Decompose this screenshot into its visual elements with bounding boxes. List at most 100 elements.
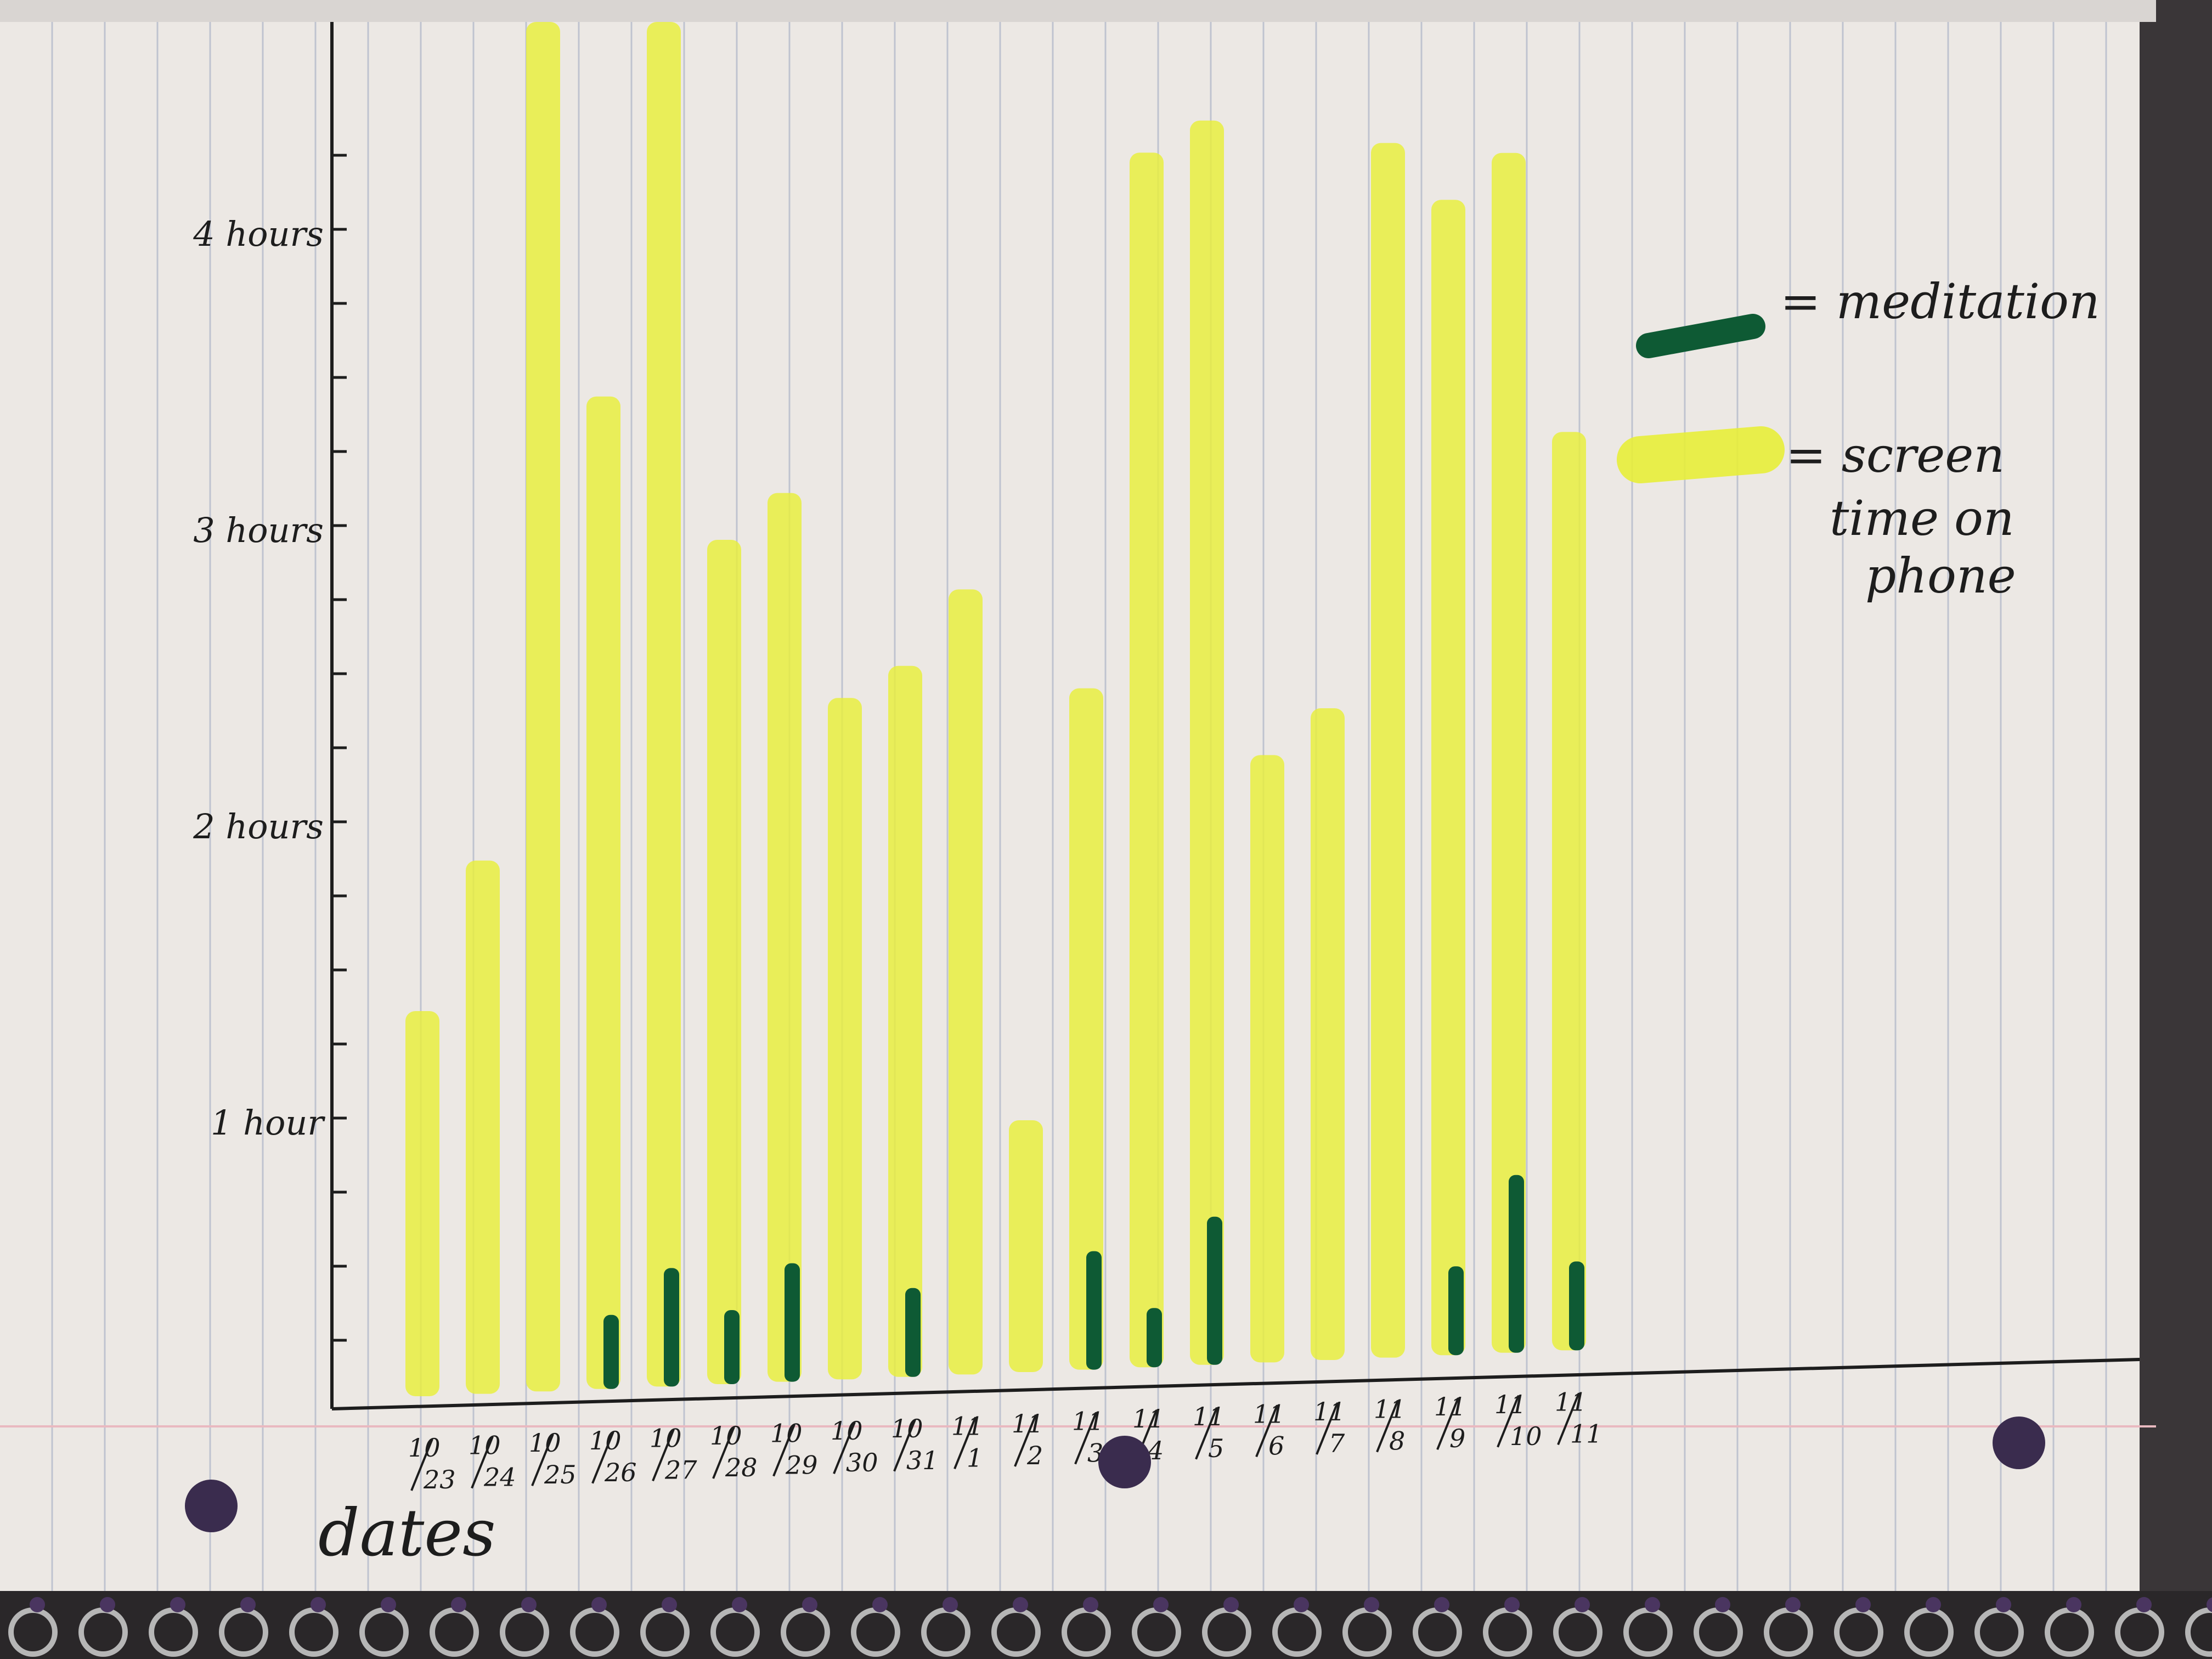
- spiral-hole: [591, 1597, 607, 1612]
- x-axis: [331, 1358, 2140, 1410]
- spiral-hole: [1504, 1597, 1520, 1612]
- screen-time-bar: [707, 540, 741, 1384]
- y-tick-label: 3 hours: [193, 510, 324, 550]
- meditation-bar: [905, 1288, 921, 1377]
- x-tick-label-slash: [1255, 1404, 1278, 1458]
- x-axis-label: dates: [318, 1495, 496, 1571]
- x-tick-label-day: 10: [1510, 1421, 1542, 1451]
- spiral-hole: [1364, 1597, 1379, 1612]
- y-tick-label: 1 hour: [211, 1103, 325, 1143]
- meditation-bar: [1207, 1216, 1222, 1365]
- x-tick-label-day: 27: [664, 1455, 697, 1485]
- legend: = meditation = screen time on phone: [1617, 273, 2100, 604]
- x-tick-label: 116: [1253, 1399, 1285, 1460]
- screen-time-bar: [1371, 143, 1405, 1358]
- screen-time-bar: [466, 860, 500, 1394]
- legend-label-screen-time-line1: = screen: [1786, 427, 2005, 483]
- spiral-hole: [1855, 1597, 1871, 1612]
- screen-time-bar: [1431, 200, 1465, 1356]
- legend-label-screen-time-line3: phone: [1865, 548, 2016, 604]
- x-tick-label-day: 6: [1268, 1431, 1284, 1460]
- spiral-hole: [802, 1597, 817, 1612]
- spiral-hole: [1645, 1597, 1660, 1612]
- spiral-hole: [1575, 1597, 1590, 1612]
- x-tick-label-slash: [1557, 1392, 1580, 1446]
- x-tick-label-slash: [652, 1429, 675, 1482]
- x-tick-label-day: 29: [785, 1451, 818, 1480]
- x-tick-label-day: 25: [544, 1460, 577, 1489]
- x-tick-label-day: 28: [725, 1453, 758, 1482]
- x-tick-label-day: 24: [483, 1463, 516, 1492]
- x-tick-labels: 1023102410251026102710281029103010311111…: [408, 1387, 1602, 1494]
- x-tick-label-slash: [531, 1434, 554, 1486]
- x-tick-label-slash: [1436, 1397, 1459, 1450]
- meditation-bar: [1147, 1308, 1162, 1368]
- x-tick-label: 111: [951, 1411, 984, 1472]
- meditation-bar: [785, 1263, 800, 1382]
- x-tick-label-slash: [1497, 1395, 1520, 1448]
- meditation-bars: [603, 1175, 1584, 1389]
- x-tick-label-day: 26: [604, 1458, 637, 1487]
- spiral-hole: [1926, 1597, 1941, 1612]
- x-tick-label-day: 11: [1570, 1419, 1602, 1448]
- legend-label-meditation: = meditation: [1780, 273, 2100, 330]
- screen-time-bar: [1069, 688, 1103, 1370]
- x-tick-label-day: 2: [1026, 1441, 1043, 1470]
- x-tick-label-slash: [1376, 1400, 1399, 1453]
- spiral-hole: [1996, 1597, 2011, 1612]
- meditation-bar: [1086, 1251, 1102, 1370]
- spiral-hole: [381, 1597, 396, 1612]
- page-top-edge: [0, 0, 2156, 22]
- screen-time-bars: [405, 22, 1586, 1396]
- spiral-hole: [943, 1597, 958, 1612]
- spiral-hole: [170, 1597, 185, 1612]
- x-tick-label-slash: [1074, 1412, 1097, 1465]
- spiral-hole: [1153, 1597, 1169, 1612]
- x-tick-label-slash: [772, 1424, 795, 1477]
- x-tick-label-day: 30: [846, 1448, 878, 1477]
- spiral-hole: [1083, 1597, 1098, 1612]
- x-tick-label-slash: [1014, 1414, 1037, 1467]
- x-tick-label-slash: [1195, 1407, 1218, 1460]
- spiral-hole: [2207, 1597, 2212, 1612]
- x-tick-label-slash: [953, 1417, 977, 1470]
- spiral-binding: [8, 1597, 2212, 1657]
- x-tick-label-day: 31: [906, 1446, 939, 1475]
- x-tick-label: 119: [1434, 1392, 1466, 1453]
- spiral-hole: [732, 1597, 747, 1612]
- meditation-bar: [664, 1268, 679, 1387]
- screen-time-bar: [888, 665, 922, 1377]
- x-tick-label-day: 8: [1389, 1426, 1405, 1456]
- meditation-bar: [1509, 1175, 1524, 1353]
- meditation-bar: [1569, 1261, 1584, 1351]
- x-tick-label-slash: [712, 1426, 735, 1479]
- screen-time-bar: [1492, 153, 1526, 1353]
- spiral-hole: [2066, 1597, 2081, 1612]
- page-shadow-right: [2140, 0, 2212, 1659]
- screen-time-bar: [1552, 432, 1586, 1351]
- screen-time-bar: [526, 22, 560, 1392]
- screen-time-bar: [828, 698, 862, 1380]
- spiral-hole: [872, 1597, 888, 1612]
- x-tick-label-day: 9: [1449, 1424, 1465, 1453]
- screen-time-bar: [405, 1011, 439, 1396]
- spiral-hole: [311, 1597, 326, 1612]
- screen-time-bar: [1009, 1120, 1043, 1372]
- binder-hole: [185, 1480, 238, 1532]
- x-tick-label-slash: [591, 1431, 614, 1484]
- screen-time-bar: [1311, 708, 1345, 1360]
- meditation-bar: [603, 1314, 619, 1389]
- x-tick-label-slash: [410, 1438, 433, 1491]
- spiral-hole: [662, 1597, 677, 1612]
- spiral-hole: [1785, 1597, 1801, 1612]
- x-tick-label: 115: [1193, 1402, 1225, 1463]
- x-tick-label-day: 23: [423, 1465, 456, 1494]
- spiral-hole: [2136, 1597, 2152, 1612]
